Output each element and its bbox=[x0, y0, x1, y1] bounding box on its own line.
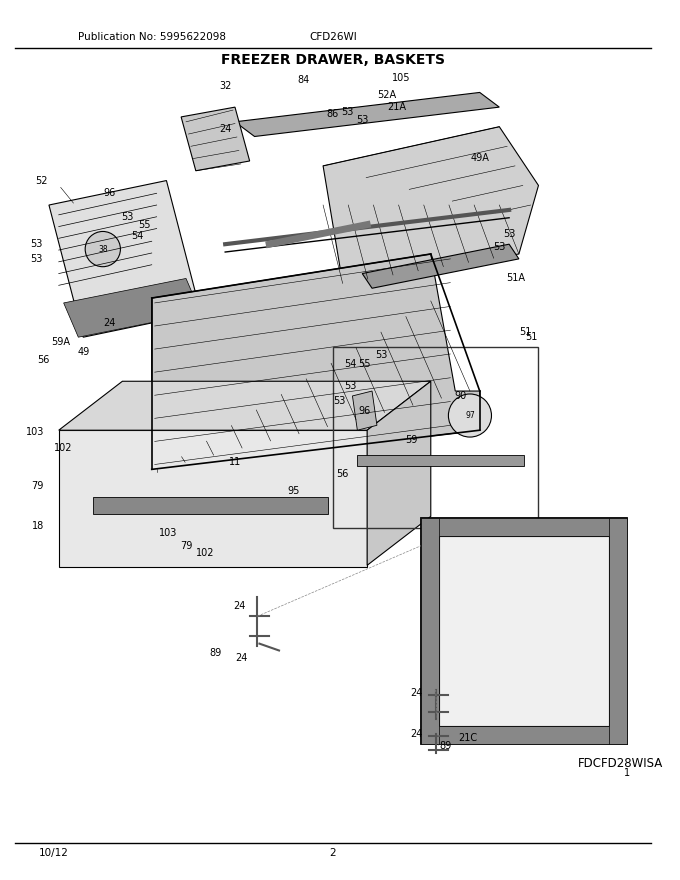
Bar bbox=[93, 497, 328, 515]
Circle shape bbox=[448, 394, 492, 437]
Text: 56: 56 bbox=[337, 469, 349, 480]
Polygon shape bbox=[323, 127, 539, 283]
Text: 32: 32 bbox=[219, 81, 231, 91]
Text: 53: 53 bbox=[341, 107, 354, 117]
Bar bbox=[421, 518, 626, 536]
Polygon shape bbox=[235, 92, 499, 136]
Text: 53: 53 bbox=[356, 115, 369, 125]
Text: Publication No: 5995622098: Publication No: 5995622098 bbox=[78, 32, 226, 41]
Text: 89: 89 bbox=[209, 649, 222, 658]
Text: 53: 53 bbox=[493, 242, 505, 253]
Polygon shape bbox=[367, 381, 430, 565]
Text: FDCFD28WISA: FDCFD28WISA bbox=[577, 757, 663, 770]
Polygon shape bbox=[58, 430, 367, 568]
Text: 102: 102 bbox=[54, 443, 72, 453]
Text: 51A: 51A bbox=[506, 274, 525, 283]
Text: 54: 54 bbox=[131, 231, 143, 241]
Text: 21C: 21C bbox=[458, 733, 477, 743]
Text: 84: 84 bbox=[297, 75, 309, 84]
Text: 102: 102 bbox=[197, 547, 215, 558]
Text: 53: 53 bbox=[30, 253, 42, 264]
Text: 51: 51 bbox=[519, 327, 531, 337]
Text: 54: 54 bbox=[344, 359, 357, 369]
Text: 79: 79 bbox=[180, 540, 192, 551]
Polygon shape bbox=[152, 254, 479, 469]
Text: 49A: 49A bbox=[471, 153, 489, 163]
Bar bbox=[609, 518, 626, 744]
Text: 103: 103 bbox=[159, 528, 177, 538]
Text: 55: 55 bbox=[358, 359, 371, 369]
Bar bbox=[421, 726, 626, 744]
Bar bbox=[439, 536, 609, 726]
Text: 53: 53 bbox=[30, 239, 42, 249]
Bar bbox=[421, 518, 439, 744]
Polygon shape bbox=[181, 107, 250, 171]
Text: 24: 24 bbox=[410, 729, 422, 738]
Text: 97: 97 bbox=[465, 411, 475, 420]
Text: 95: 95 bbox=[288, 486, 300, 496]
Text: 1: 1 bbox=[624, 768, 630, 778]
Text: 96: 96 bbox=[358, 406, 371, 415]
Polygon shape bbox=[58, 381, 430, 430]
Text: 53: 53 bbox=[344, 381, 357, 391]
Bar bbox=[333, 347, 539, 528]
Bar bbox=[421, 518, 626, 744]
Text: 52: 52 bbox=[35, 175, 48, 186]
Text: 89: 89 bbox=[439, 742, 452, 752]
Text: FREEZER DRAWER, BASKETS: FREEZER DRAWER, BASKETS bbox=[221, 53, 445, 67]
Text: 52A: 52A bbox=[377, 91, 396, 100]
Text: 53: 53 bbox=[503, 230, 515, 239]
Text: 105: 105 bbox=[392, 73, 411, 83]
Text: 86: 86 bbox=[327, 109, 339, 119]
Text: 18: 18 bbox=[32, 521, 44, 532]
Text: 10/12: 10/12 bbox=[39, 848, 69, 858]
Text: 96: 96 bbox=[103, 188, 116, 198]
Text: 59: 59 bbox=[405, 435, 418, 445]
Text: 53: 53 bbox=[334, 396, 346, 406]
Text: 24: 24 bbox=[234, 601, 246, 612]
Circle shape bbox=[85, 231, 120, 267]
Text: 2: 2 bbox=[330, 848, 336, 858]
Text: 103: 103 bbox=[26, 427, 44, 437]
Text: 55: 55 bbox=[139, 220, 151, 230]
Polygon shape bbox=[362, 244, 519, 289]
Polygon shape bbox=[64, 278, 201, 337]
Text: CFD26WI: CFD26WI bbox=[309, 32, 357, 41]
Text: 51: 51 bbox=[526, 333, 538, 342]
Text: 56: 56 bbox=[37, 355, 50, 364]
Polygon shape bbox=[352, 391, 377, 430]
Text: 24: 24 bbox=[103, 318, 116, 327]
Text: 11: 11 bbox=[229, 457, 241, 466]
Text: 24: 24 bbox=[219, 124, 231, 134]
Text: 53: 53 bbox=[121, 212, 133, 222]
Text: 59A: 59A bbox=[51, 337, 70, 347]
Text: 24: 24 bbox=[410, 687, 422, 698]
Text: 53: 53 bbox=[375, 350, 388, 360]
Text: 21A: 21A bbox=[387, 102, 406, 112]
Polygon shape bbox=[49, 180, 201, 337]
Bar bbox=[358, 455, 524, 466]
Text: 79: 79 bbox=[32, 481, 44, 491]
Text: 49: 49 bbox=[77, 347, 89, 357]
Text: 24: 24 bbox=[236, 653, 248, 664]
Text: 38: 38 bbox=[98, 245, 107, 253]
Text: 90: 90 bbox=[454, 391, 466, 401]
